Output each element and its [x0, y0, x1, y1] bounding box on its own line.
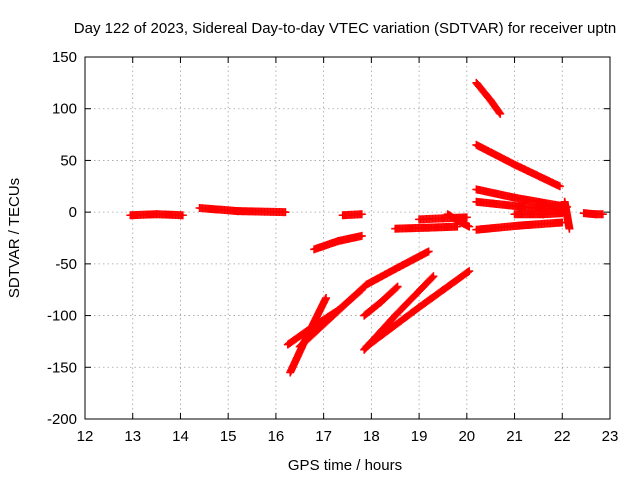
x-tick-label: 13	[124, 428, 141, 445]
x-tick-label: 17	[315, 428, 332, 445]
x-tick-label: 22	[554, 428, 571, 445]
data-point	[428, 273, 437, 282]
data-point	[357, 210, 366, 219]
series-arc-3	[310, 231, 366, 254]
series-arc-14	[472, 78, 505, 118]
y-tick-label: -150	[47, 359, 77, 376]
series-arc-5	[391, 222, 462, 233]
y-tick-label: -50	[55, 256, 77, 273]
series-arc-4	[338, 210, 366, 220]
x-tick-label: 21	[506, 428, 523, 445]
data-point	[565, 224, 574, 233]
data-layer	[126, 78, 607, 377]
data-point	[464, 267, 473, 276]
x-tick-label: 23	[602, 428, 619, 445]
x-tick-label: 20	[458, 428, 475, 445]
data-point	[495, 108, 504, 117]
data-point	[393, 282, 402, 291]
data-point	[555, 182, 564, 191]
data-point	[281, 208, 290, 217]
data-point	[424, 247, 433, 256]
data-point	[357, 231, 366, 240]
plot-frame	[84, 56, 611, 420]
series-arc-21	[579, 209, 607, 219]
x-axis-label: GPS time / hours	[288, 457, 402, 474]
y-tick-label: -100	[47, 308, 77, 325]
y-axis-label: SDTVAR / TECUs	[6, 178, 23, 298]
y-tick-label: 150	[52, 49, 77, 66]
series-arc-15	[472, 140, 564, 191]
series-arc-11	[360, 282, 402, 320]
series-arc-7	[443, 210, 474, 231]
x-tick-label: 18	[363, 428, 380, 445]
series-arc-19	[510, 209, 567, 219]
series-arc-13	[362, 267, 474, 351]
data-point	[465, 267, 474, 276]
y-tick-label: 100	[52, 101, 77, 118]
data-point	[462, 213, 471, 222]
x-tick-label: 12	[77, 428, 94, 445]
data-point	[598, 210, 607, 219]
x-tick-label: 19	[411, 428, 428, 445]
chart-title: Day 122 of 2023, Sidereal Day-to-day VTE…	[74, 20, 616, 37]
data-point	[429, 272, 438, 281]
data-point	[178, 211, 187, 220]
series-arc-12	[360, 272, 438, 354]
y-tick-label: 0	[69, 204, 77, 221]
data-point	[465, 222, 474, 231]
series-arc-1	[126, 210, 187, 220]
data-point	[392, 283, 401, 292]
x-tick-label: 14	[172, 428, 189, 445]
series-arc-18	[472, 218, 567, 234]
ticks-layer: 12 13 14 15 16 17 18 19 20 21 22 23 150 100 50 0 -50 -100…	[47, 49, 618, 445]
data-point	[322, 293, 331, 302]
x-tick-label: 15	[220, 428, 237, 445]
x-tick-label: 16	[268, 428, 285, 445]
y-tick-label: -200	[47, 411, 77, 428]
series-arc-2	[195, 204, 290, 217]
data-point	[496, 109, 505, 118]
series-arc-20	[560, 197, 574, 233]
y-tick-label: 50	[60, 152, 77, 169]
series-arc-10	[295, 247, 433, 351]
